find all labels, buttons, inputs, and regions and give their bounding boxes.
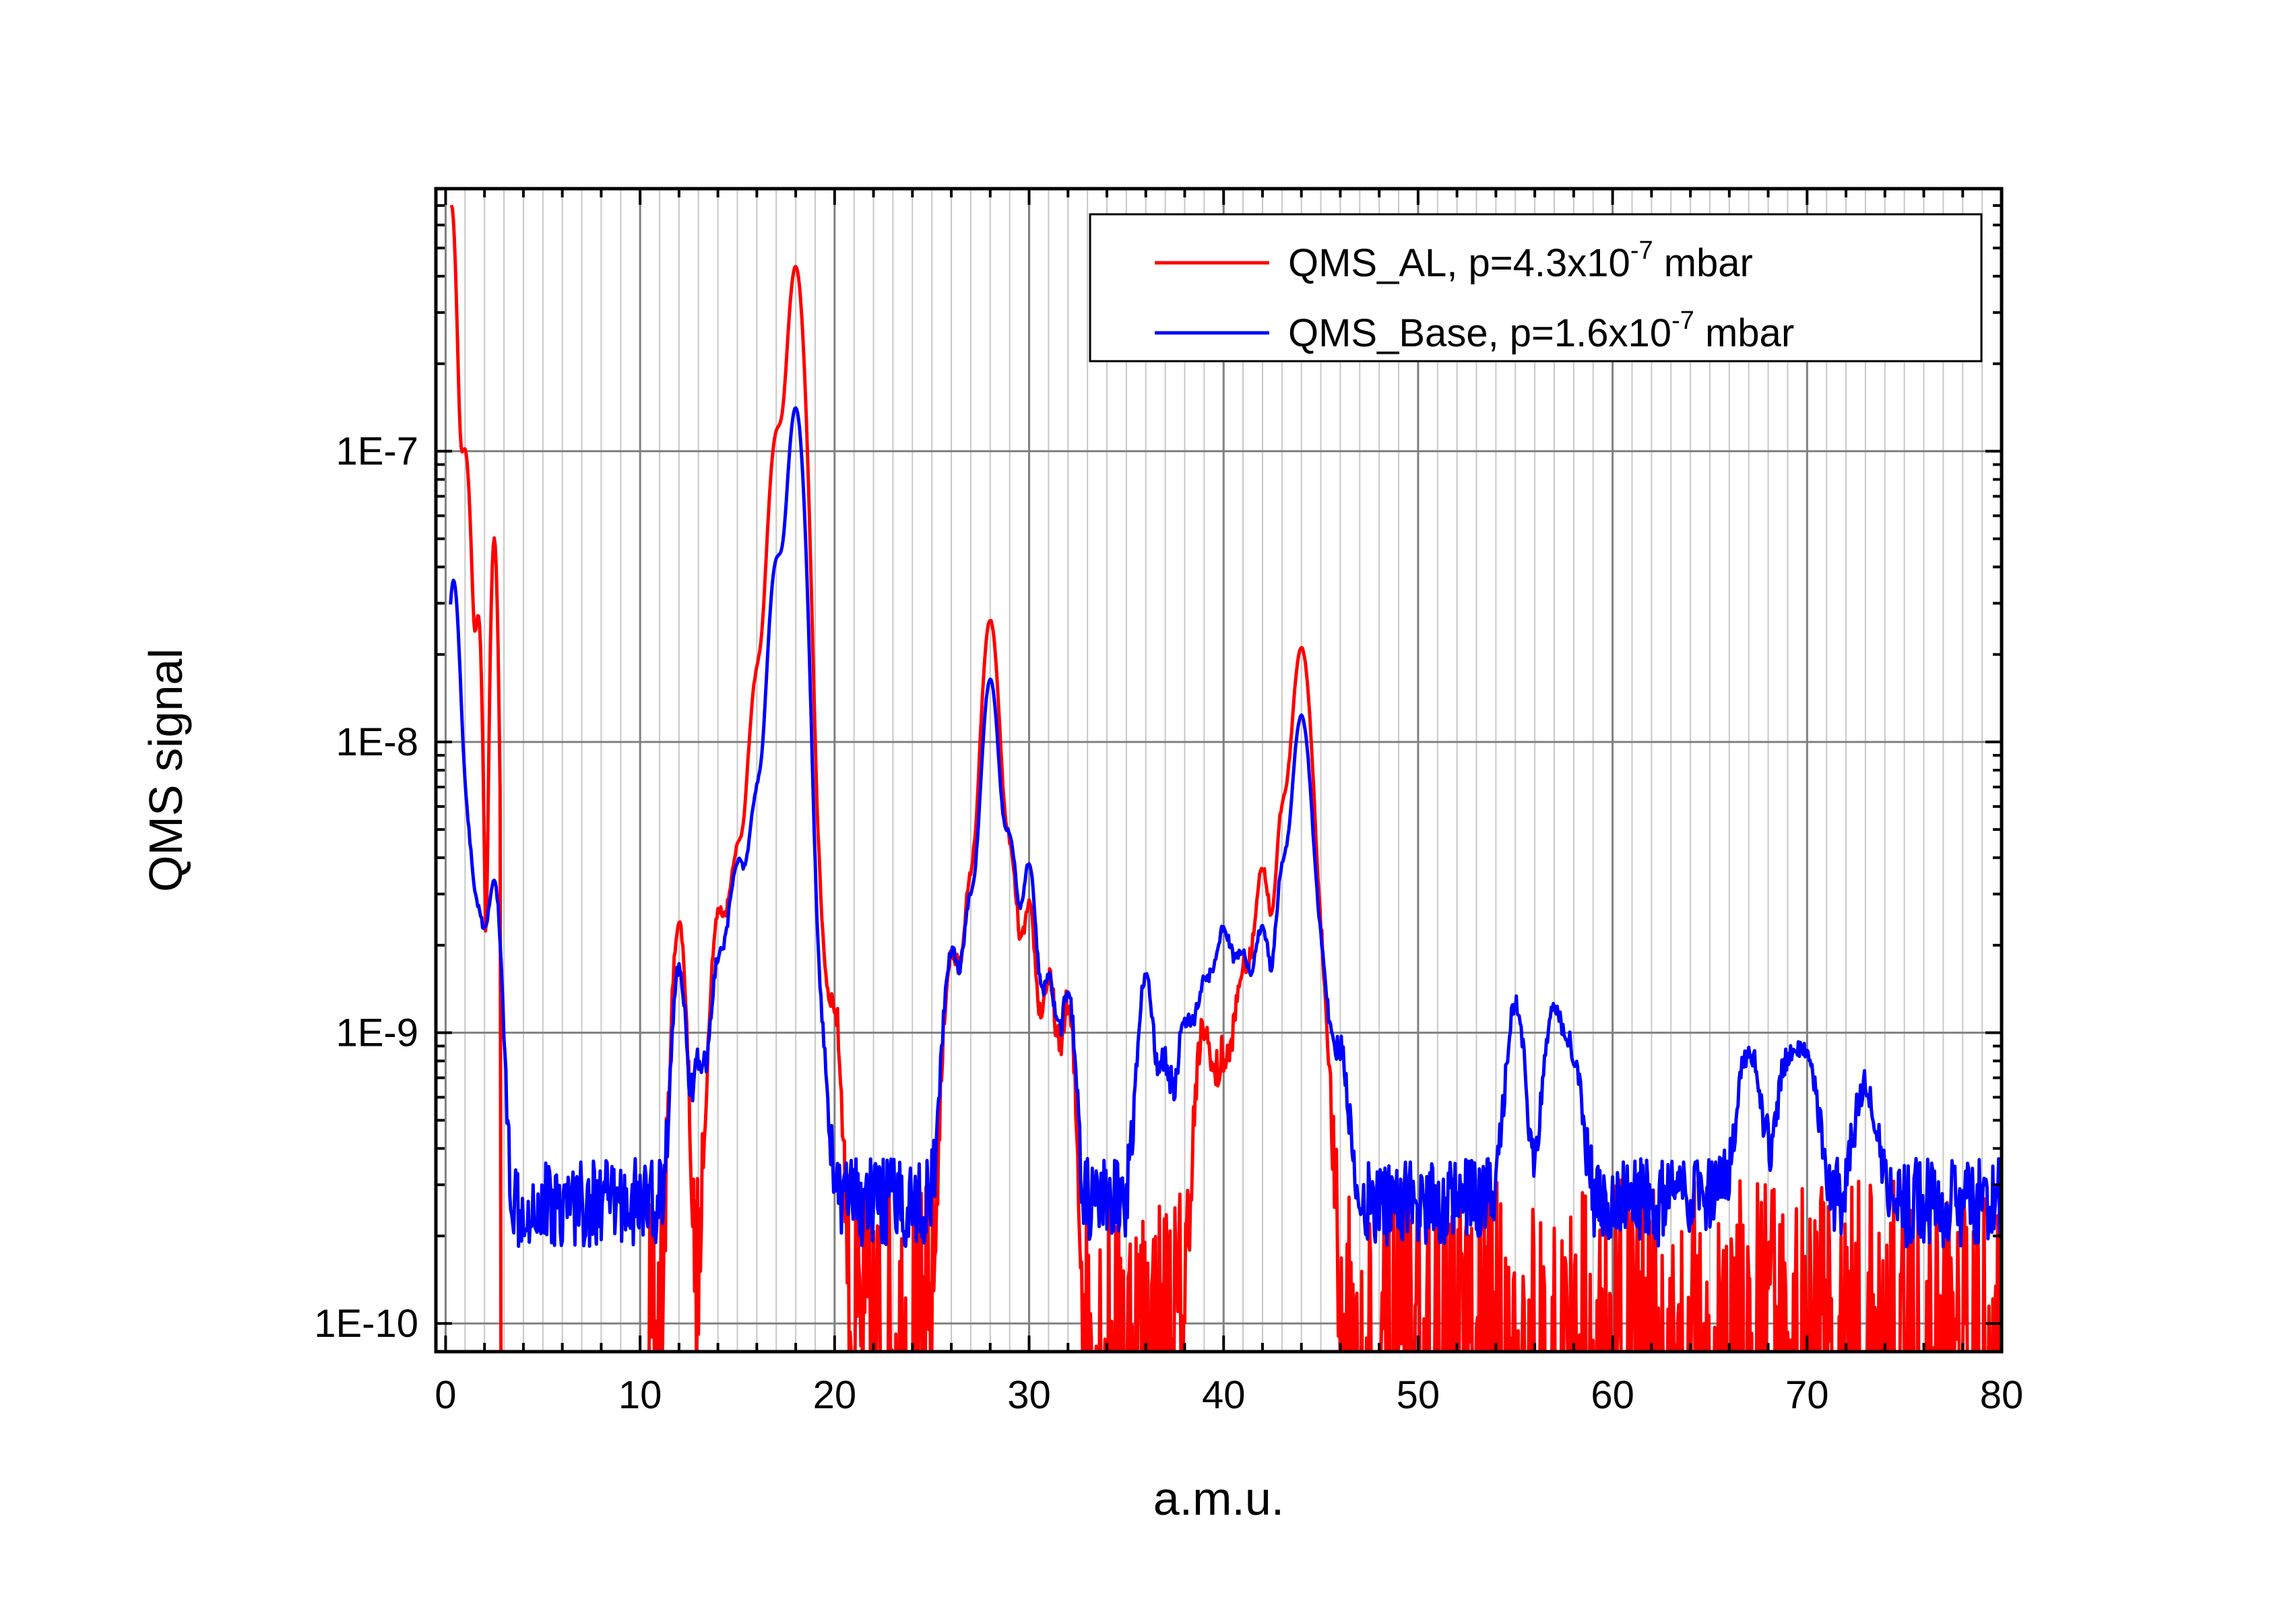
plot-area: [449, 204, 2002, 1352]
x-tick-label: 50: [1397, 1373, 1440, 1417]
series-line-qms-al: [449, 204, 2002, 1352]
plot-frame: [434, 187, 2004, 1354]
y-tick-label: 1E-7: [336, 430, 418, 474]
x-tick-label: 20: [813, 1373, 857, 1417]
tick-labels: 0 10 20 30 40 50 60 70 80 1E-10 1E-9 1E-8 1E-7: [314, 430, 2023, 1417]
legend-box: [1089, 213, 1983, 363]
legend-label: QMS_AL, p=4.3x10-7 mbar: [1288, 237, 1753, 285]
legend-label: QMS_Base, p=1.6x10-7 mbar: [1288, 307, 1794, 355]
y-tick-label: 1E-10: [314, 1302, 418, 1346]
x-tick-label: 30: [1007, 1373, 1051, 1417]
y-axis-title: QMS signal: [139, 648, 192, 892]
x-tick-label: 70: [1785, 1373, 1829, 1417]
x-tick-label: 60: [1591, 1373, 1634, 1417]
x-axis-title: a.m.u.: [1153, 1472, 1285, 1525]
x-tick-label: 0: [435, 1373, 456, 1417]
x-tick-label: 40: [1202, 1373, 1246, 1417]
x-tick-label: 10: [618, 1373, 662, 1417]
y-tick-label: 1E-9: [336, 1011, 418, 1055]
x-tick-label: 80: [1980, 1373, 2024, 1417]
y-tick-label: 1E-8: [336, 720, 418, 764]
grid-lines: [436, 189, 2003, 1352]
series-line-qms-base: [449, 406, 2002, 1249]
axes-frame: [434, 187, 2004, 1354]
axis-ticks: [436, 187, 2003, 1352]
legend: QMS_AL, p=4.3x10-7 mbar QMS_Base, p=1.6x1…: [1089, 213, 1983, 363]
